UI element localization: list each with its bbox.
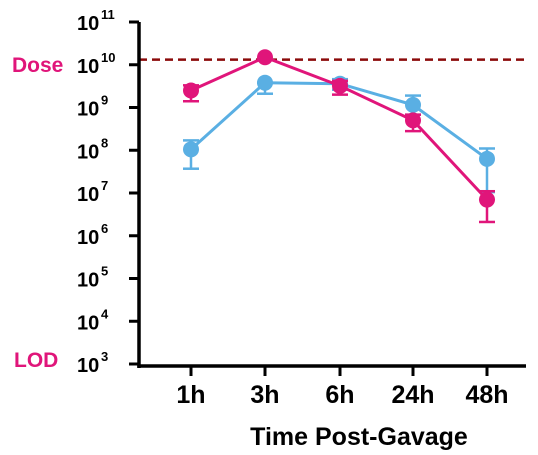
series-0-point-0 bbox=[183, 82, 199, 99]
y-tick-exponent-5: 5 bbox=[101, 264, 108, 279]
y-tick-exponent-3: 3 bbox=[101, 349, 108, 364]
y-tick-exponent-11: 11 bbox=[101, 7, 115, 22]
y-tick-label-3: 10 bbox=[77, 355, 99, 377]
x-tick-label-48h: 48h bbox=[465, 381, 508, 409]
x-tick-label-24h: 24h bbox=[391, 381, 434, 409]
x-tick-label-6h: 6h bbox=[325, 381, 354, 409]
series-0-point-4 bbox=[479, 191, 495, 208]
series-0-point-2 bbox=[332, 77, 348, 94]
y-tick-label-10: 10 bbox=[77, 56, 99, 78]
y-tick-label-7: 10 bbox=[77, 184, 99, 206]
series-0-point-3 bbox=[405, 112, 421, 129]
series-1-point-3 bbox=[405, 96, 421, 113]
lod-label: LOD bbox=[14, 349, 58, 372]
x-axis-title: Time Post-Gavage bbox=[250, 423, 468, 451]
axis-layer bbox=[129, 20, 526, 376]
y-tick-label-5: 10 bbox=[77, 270, 99, 292]
y-tick-label-4: 10 bbox=[77, 312, 99, 334]
x-tick-label-3h: 3h bbox=[250, 381, 279, 409]
y-tick-exponent-4: 4 bbox=[101, 306, 109, 321]
x-tick-label-1h: 1h bbox=[176, 381, 205, 409]
series-1-point-1 bbox=[257, 74, 273, 91]
series-1-point-0 bbox=[183, 141, 199, 158]
y-tick-exponent-6: 6 bbox=[101, 221, 108, 236]
series-0-point-1 bbox=[257, 49, 273, 66]
series-0 bbox=[183, 49, 495, 224]
y-tick-exponent-7: 7 bbox=[101, 178, 108, 193]
y-tick-exponent-10: 10 bbox=[101, 50, 115, 65]
y-tick-label-9: 10 bbox=[77, 99, 99, 121]
series-1-point-4 bbox=[479, 150, 495, 167]
series-layer bbox=[183, 49, 495, 224]
y-tick-exponent-9: 9 bbox=[101, 93, 108, 108]
y-tick-label-11: 10 bbox=[77, 13, 99, 35]
y-tick-exponent-8: 8 bbox=[101, 135, 108, 150]
y-tick-label-6: 10 bbox=[77, 227, 99, 249]
dose-label: Dose bbox=[12, 54, 63, 77]
y-tick-label-8: 10 bbox=[77, 141, 99, 163]
